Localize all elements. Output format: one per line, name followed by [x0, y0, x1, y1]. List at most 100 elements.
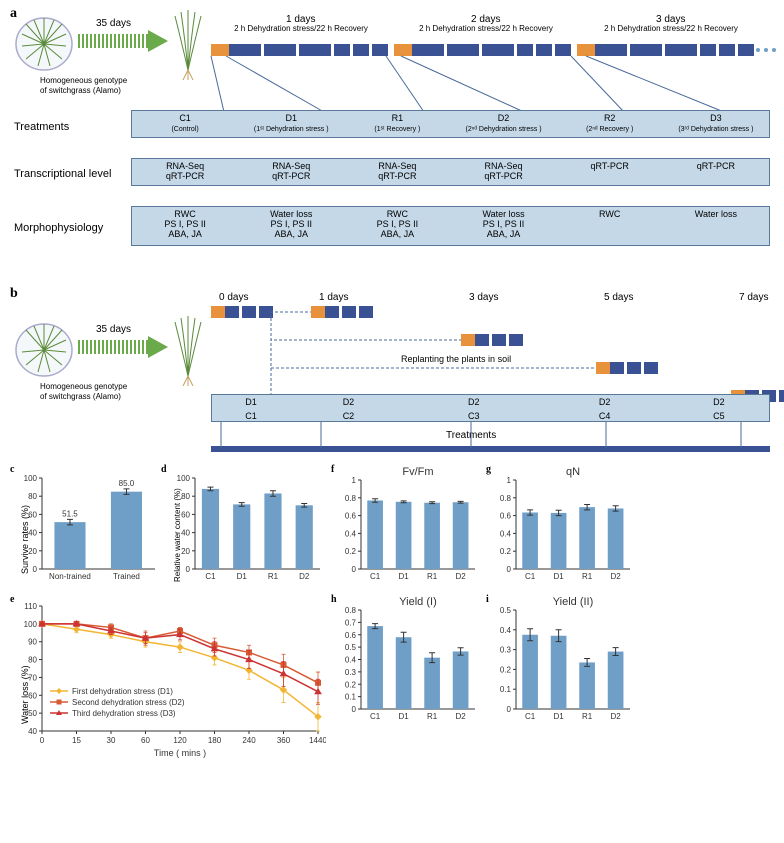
svg-text:85.0: 85.0	[119, 479, 135, 488]
svg-text:C1: C1	[525, 712, 536, 721]
svg-text:C1: C1	[525, 572, 536, 581]
figure: a 35 days Homogeneous genotype of switch…	[0, 0, 784, 770]
arrow-label-b: 35 days	[96, 324, 131, 335]
timeline-a: 1 days 2 h Dehydration stress/22 h Recov…	[211, 30, 770, 78]
svg-text:40: 40	[181, 529, 190, 538]
svg-text:D2: D2	[455, 572, 466, 581]
chart-c: c Survive rates (%) 020406080100Non-trai…	[6, 464, 161, 589]
svg-text:D1: D1	[553, 712, 564, 721]
svg-text:110: 110	[24, 602, 37, 611]
svg-text:Non-trained: Non-trained	[49, 572, 91, 581]
svg-text:40: 40	[28, 727, 37, 736]
svg-text:0.2: 0.2	[345, 680, 357, 689]
arrow-icon	[78, 30, 168, 52]
svg-text:0.6: 0.6	[345, 512, 357, 521]
svg-text:20: 20	[181, 547, 190, 556]
dashed-connectors	[211, 296, 770, 396]
svg-text:240: 240	[242, 736, 256, 745]
svg-text:0: 0	[507, 705, 512, 714]
morpho-label: Morphophysiology	[14, 222, 103, 234]
caption-b-l1: Homogeneous genotype	[40, 382, 127, 391]
svg-text:20: 20	[28, 547, 37, 556]
day-1-sub: 2 h Dehydration stress/22 h Recovery	[211, 24, 391, 33]
svg-text:0.4: 0.4	[345, 529, 357, 538]
svg-text:0.2: 0.2	[345, 547, 357, 556]
svg-text:1: 1	[507, 476, 512, 485]
svg-text:40: 40	[28, 529, 37, 538]
svg-text:D1: D1	[553, 572, 564, 581]
chart-f: f 00.20.40.60.81Fv/FmC1D1R1D2	[331, 464, 481, 589]
svg-text:D1: D1	[398, 712, 409, 721]
chart-i: i 00.10.20.30.40.5Yield (II)C1D1R1D2	[486, 594, 636, 729]
svg-text:Yield (II): Yield (II)	[553, 596, 594, 608]
svg-text:80: 80	[28, 492, 37, 501]
svg-text:Time ( mins ): Time ( mins )	[154, 748, 206, 758]
svg-text:0: 0	[186, 565, 191, 574]
svg-text:50: 50	[28, 709, 37, 718]
svg-text:Third dehydration stress (D3): Third dehydration stress (D3)	[72, 709, 176, 718]
svg-text:0: 0	[40, 736, 45, 745]
svg-text:D1: D1	[398, 572, 409, 581]
svg-text:30: 30	[107, 736, 116, 745]
svg-text:100: 100	[24, 474, 38, 483]
chart-d: d Relative water content (%) 02040608010…	[161, 464, 326, 589]
ellipsis-dots	[755, 47, 779, 53]
treatments-label: Treatments	[14, 121, 69, 133]
trans-box: RNA-SeqqRT-PCRRNA-SeqqRT-PCRRNA-SeqqRT-P…	[131, 158, 770, 186]
svg-text:0.7: 0.7	[345, 618, 357, 627]
svg-text:Fv/Fm: Fv/Fm	[402, 466, 433, 478]
chart-e: e Water loss (%) 40506070809010011001530…	[6, 594, 326, 759]
svg-text:Second dehydration stress (D2): Second dehydration stress (D2)	[72, 698, 185, 707]
day-2-sub: 2 h Dehydration stress/22 h Recovery	[396, 24, 576, 33]
svg-text:Yield (I): Yield (I)	[399, 596, 437, 608]
svg-text:R1: R1	[427, 572, 438, 581]
svg-text:1440: 1440	[309, 736, 326, 745]
svg-text:70: 70	[28, 673, 37, 682]
svg-text:C1: C1	[370, 572, 381, 581]
svg-text:R1: R1	[582, 712, 593, 721]
svg-text:90: 90	[28, 638, 37, 647]
svg-text:60: 60	[141, 736, 150, 745]
svg-text:First dehydration stress (D1): First dehydration stress (D1)	[72, 687, 173, 696]
svg-text:0.4: 0.4	[500, 529, 512, 538]
svg-text:100: 100	[177, 474, 191, 483]
svg-text:D2: D2	[299, 572, 310, 581]
svg-text:0: 0	[352, 565, 357, 574]
svg-text:15: 15	[72, 736, 81, 745]
plant-caption-b: Homogeneous genotype of switchgrass (Ala…	[40, 382, 127, 401]
svg-text:0.1: 0.1	[500, 685, 512, 694]
svg-text:0: 0	[33, 565, 38, 574]
svg-text:60: 60	[28, 691, 37, 700]
svg-text:C1: C1	[370, 712, 381, 721]
arrow-label-a: 35 days	[96, 18, 131, 29]
svg-text:0.8: 0.8	[345, 494, 357, 503]
day-3-sub: 2 h Dehydration stress/22 h Recovery	[581, 24, 761, 33]
plant-dish-icon	[14, 14, 74, 74]
charts-region: c Survive rates (%) 020406080100Non-trai…	[6, 464, 778, 764]
svg-text:0.2: 0.2	[500, 665, 512, 674]
svg-text:D2: D2	[455, 712, 466, 721]
svg-text:120: 120	[173, 736, 187, 745]
caption-l1: Homogeneous genotype	[40, 76, 127, 85]
svg-text:0.5: 0.5	[345, 643, 357, 652]
chart-h: h 00.10.20.30.40.50.60.70.8Yield (I)C1D1…	[331, 594, 481, 729]
svg-text:0.1: 0.1	[345, 693, 357, 702]
svg-text:0.2: 0.2	[500, 547, 512, 556]
connectors-a	[206, 56, 776, 112]
seedling-icon	[171, 10, 205, 80]
svg-text:0.4: 0.4	[500, 626, 512, 635]
panel-b-treat-box: D1D2D2D2D2C1C2C3C4C5	[211, 394, 770, 422]
svg-text:180: 180	[208, 736, 222, 745]
svg-text:51.5: 51.5	[62, 509, 78, 518]
arrow-icon-b	[78, 336, 168, 358]
svg-text:0.6: 0.6	[500, 512, 512, 521]
trans-label: Transcriptional level	[14, 168, 111, 180]
svg-text:R1: R1	[268, 572, 279, 581]
svg-text:D2: D2	[610, 712, 621, 721]
caption-l2: of switchgrass (Alamo)	[40, 86, 121, 95]
plant-dish-icon-b	[14, 320, 74, 380]
svg-text:60: 60	[28, 510, 37, 519]
panel-a: a 35 days Homogeneous genotype of switch…	[6, 6, 778, 286]
plant-caption-a: Homogeneous genotype of switchgrass (Ala…	[40, 76, 127, 95]
svg-text:0: 0	[352, 705, 357, 714]
